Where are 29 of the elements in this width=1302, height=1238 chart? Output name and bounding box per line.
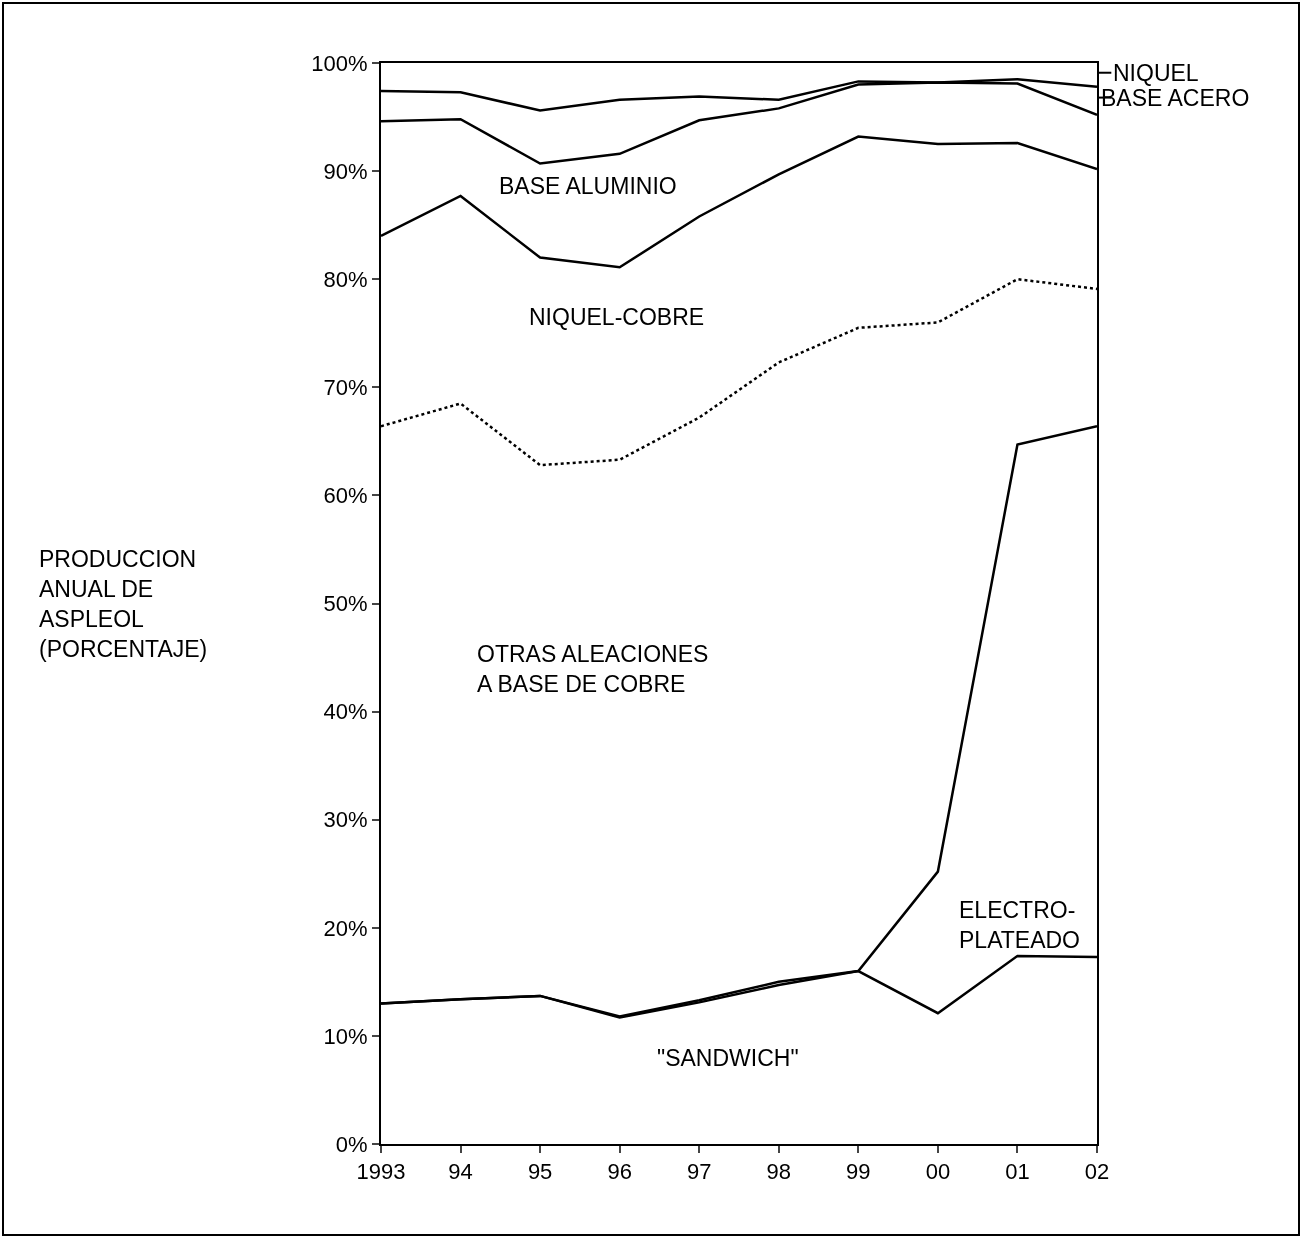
x-tick-label: 02	[1084, 1159, 1110, 1185]
y-tick-label: 60%	[323, 483, 368, 509]
y-tick-label: 10%	[323, 1023, 368, 1049]
y-tick-label: 90%	[323, 158, 368, 184]
annotation: OTRAS ALEACIONES A BASE DE COBRE	[477, 641, 709, 697]
x-tick-label: 97	[686, 1159, 712, 1185]
y-tick-label: 30%	[323, 807, 368, 833]
y-axis-title: PRODUCCION ANUAL DE ASPLEOL (PORCENTAJE)	[39, 546, 208, 662]
x-tick-label: 00	[925, 1159, 951, 1185]
text: BASE ACERO	[1101, 85, 1250, 111]
text: NIQUEL	[1113, 60, 1199, 86]
x-tick-label: 99	[846, 1159, 871, 1185]
annotation: BASE ALUMINIO	[499, 173, 677, 199]
annotation: NIQUEL-COBRE	[529, 304, 705, 330]
annotation: ELECTRO- PLATEADO	[959, 897, 1080, 953]
y-tick-label: 20%	[323, 915, 368, 941]
y-tick-label: 0%	[335, 1131, 368, 1157]
x-tick-label: 96	[607, 1159, 632, 1185]
x-tick-label: 94	[448, 1159, 473, 1185]
x-tick-label: 95	[527, 1159, 553, 1185]
y-tick-label: 50%	[323, 591, 368, 617]
y-tick-label: 80%	[323, 266, 368, 292]
y-tick-label: 40%	[323, 699, 368, 725]
annotation: "SANDWICH"	[657, 1045, 799, 1071]
y-tick-label: 100%	[311, 50, 368, 76]
x-tick-label: 01	[1005, 1159, 1030, 1185]
x-tick-label: 98	[766, 1159, 792, 1185]
x-tick-label: 1993	[356, 1159, 406, 1185]
y-tick-label: 70%	[323, 375, 368, 400]
